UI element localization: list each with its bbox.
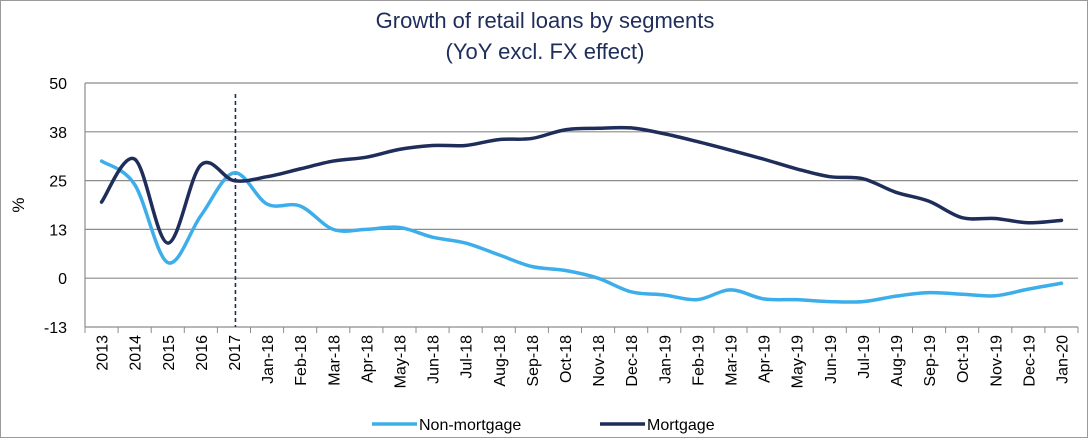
y-tick-label: 38 <box>49 125 67 142</box>
y-tick-label: 25 <box>49 174 67 191</box>
x-tick-label: Apr-18 <box>359 335 376 383</box>
x-tick-label: Jun-19 <box>823 335 840 384</box>
x-tick-label: 2014 <box>128 335 145 371</box>
x-axis-ticks: 2013 2014 2015 2016 2017 Jan-18 Feb-18 Mar-18 Ap… <box>84 327 1079 388</box>
x-tick-label: Nov-19 <box>988 335 1005 387</box>
x-tick-label: 2015 <box>161 335 178 371</box>
y-tick-label: 50 <box>49 76 67 93</box>
x-tick-label: Mar-18 <box>326 335 343 386</box>
y-tick-label: -13 <box>44 320 67 337</box>
x-tick-label: Aug-18 <box>492 335 509 387</box>
x-tick-label: Aug-19 <box>889 335 906 387</box>
x-tick-label: Feb-19 <box>690 335 707 386</box>
series-line-non-mortgage <box>99 159 1064 304</box>
x-tick-label: Nov-18 <box>591 335 608 387</box>
x-tick-label: Jun-18 <box>426 335 443 384</box>
series-line-mortgage <box>99 125 1064 245</box>
y-tick-label: 0 <box>58 271 67 288</box>
x-tick-label: Feb-18 <box>293 335 310 386</box>
x-tick-label: Jan-19 <box>657 335 674 384</box>
chart-title: Growth of retail loans by segments <box>375 8 715 33</box>
x-tick-label: Dec-19 <box>1021 335 1038 387</box>
x-tick-label: Sep-18 <box>525 335 542 387</box>
gridlines <box>84 82 1078 328</box>
y-axis-label: % <box>9 197 28 212</box>
x-tick-label: Oct-18 <box>558 335 575 383</box>
x-tick-label: Dec-18 <box>624 335 641 387</box>
x-tick-label: Jul-18 <box>459 335 476 379</box>
x-tick-label: Oct-19 <box>955 335 972 383</box>
x-tick-label: Jan-18 <box>260 335 277 384</box>
legend: Non-mortgage Mortgage <box>372 417 715 434</box>
legend-label: Mortgage <box>647 417 715 434</box>
x-tick-label: Jan-20 <box>1054 335 1071 384</box>
x-tick-label: 2017 <box>227 335 244 371</box>
x-tick-label: May-18 <box>392 335 409 388</box>
x-tick-label: 2013 <box>95 335 112 371</box>
x-tick-label: Sep-19 <box>922 335 939 387</box>
x-tick-label: Apr-19 <box>757 335 774 383</box>
x-tick-label: Jul-19 <box>856 335 873 379</box>
x-tick-label: 2016 <box>194 335 211 371</box>
chart-subtitle: (YoY excl. FX effect) <box>445 39 645 64</box>
series-lines <box>99 125 1064 304</box>
y-axis-ticks: 50 38 25 13 0 -13 <box>44 76 67 337</box>
x-tick-label: May-19 <box>790 335 807 388</box>
legend-label: Non-mortgage <box>419 417 521 434</box>
x-tick-label: Mar-19 <box>723 335 740 386</box>
y-tick-label: 13 <box>49 222 67 239</box>
